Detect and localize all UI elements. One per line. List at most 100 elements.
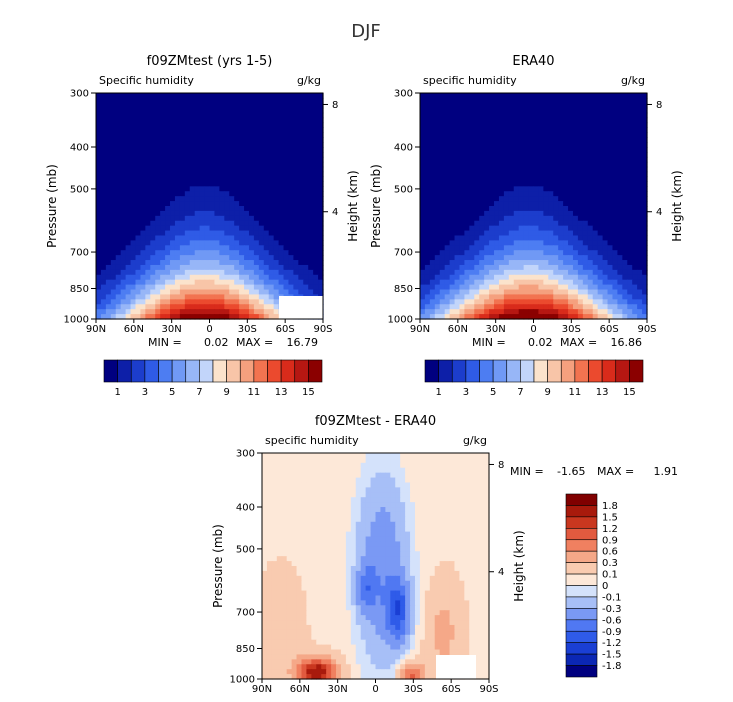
contour-cell (303, 171, 309, 178)
contour-cell (115, 191, 122, 197)
contour-cell (449, 176, 456, 183)
contour-cell (204, 289, 211, 296)
contour-cell (293, 274, 299, 281)
contour-cell (219, 264, 225, 271)
contour-cell (420, 240, 426, 246)
contour-cell (125, 304, 132, 310)
contour-cell (459, 269, 466, 276)
contour-cell (370, 477, 377, 484)
contour-cell (498, 299, 505, 305)
contour-cell (642, 250, 648, 256)
contour-cell (184, 279, 191, 286)
contour-cell (612, 166, 618, 173)
contour-cell (449, 304, 456, 310)
contour-cell (617, 274, 623, 281)
contour-cell (572, 132, 579, 138)
contour-cell (439, 132, 446, 138)
contour-cell (498, 196, 505, 202)
contour-cell (355, 453, 362, 459)
contour-cell (174, 304, 181, 310)
contour-cell (219, 151, 225, 158)
contour-cell (449, 132, 456, 138)
contour-cell (538, 255, 544, 261)
contour-cell (278, 117, 285, 124)
contour-cell (632, 225, 638, 232)
contour-cell (170, 220, 176, 227)
contour-cell (293, 215, 299, 222)
contour-cell (286, 516, 293, 523)
contour-cell (115, 284, 122, 291)
contour-cell (479, 186, 485, 192)
contour-cell (234, 107, 240, 114)
contour-cell (572, 117, 579, 124)
contour-cell (528, 289, 535, 296)
contour-cell (229, 250, 235, 256)
contour-cell (96, 107, 102, 114)
contour-cell (454, 304, 461, 310)
contour-cell (439, 457, 446, 464)
contour-cell (592, 147, 599, 153)
contour-cell (558, 289, 564, 296)
contour-cell (454, 166, 461, 173)
contour-cell (434, 181, 441, 187)
contour-cell (410, 472, 416, 479)
contour-cell (543, 151, 549, 158)
contour-cell (96, 206, 102, 212)
contour-cell (612, 176, 618, 183)
contour-cell (130, 309, 137, 315)
contour-cell (469, 314, 475, 320)
contour-cell (464, 260, 470, 266)
contour-cell (627, 191, 633, 197)
contour-cell (130, 294, 137, 300)
contour-cell (239, 176, 245, 183)
contour-cell (271, 462, 278, 469)
contour-cell (278, 289, 285, 296)
contour-cell (268, 215, 275, 222)
contour-cell (558, 235, 564, 241)
contour-cell (469, 220, 475, 227)
contour-cell (248, 166, 255, 173)
contour-cell (303, 112, 309, 119)
contour-cell (135, 122, 142, 128)
contour-cell (627, 151, 633, 158)
contour-cell (642, 269, 648, 276)
contour-cell (469, 127, 475, 133)
contour-cell (271, 472, 278, 479)
contour-cell (145, 112, 151, 119)
contour-cell (528, 284, 535, 291)
contour-cell (160, 220, 166, 227)
contour-cell (253, 186, 260, 192)
contour-cell (165, 284, 171, 291)
contour-cell (125, 102, 132, 109)
contour-cell (632, 147, 638, 153)
contour-cell (224, 304, 230, 310)
contour-cell (165, 264, 171, 271)
contour-cell (420, 279, 426, 286)
contour-cell (96, 166, 102, 173)
contour-cell (582, 245, 589, 251)
contour-cell (130, 279, 137, 286)
contour-cell (582, 314, 589, 320)
contour-cell (150, 147, 156, 153)
contour-cell (281, 462, 288, 469)
contour-cell (179, 309, 186, 315)
contour-cell (503, 210, 510, 217)
contour-cell (617, 112, 623, 119)
contour-cell (96, 264, 102, 271)
contour-cell (199, 274, 206, 281)
contour-cell (587, 250, 594, 256)
contour-cell (592, 274, 599, 281)
contour-cell (184, 161, 191, 168)
contour-cell (155, 230, 161, 237)
contour-cell (120, 137, 127, 143)
contour-cell (308, 274, 314, 281)
contour-cell (160, 299, 166, 305)
contour-cell (489, 137, 495, 143)
contour-cell (214, 269, 220, 276)
contour-cell (474, 112, 480, 119)
contour-cell (244, 255, 250, 261)
contour-cell (244, 289, 250, 296)
contour-cell (291, 453, 298, 459)
contour-cell (424, 289, 431, 296)
contour-cell (308, 279, 314, 286)
